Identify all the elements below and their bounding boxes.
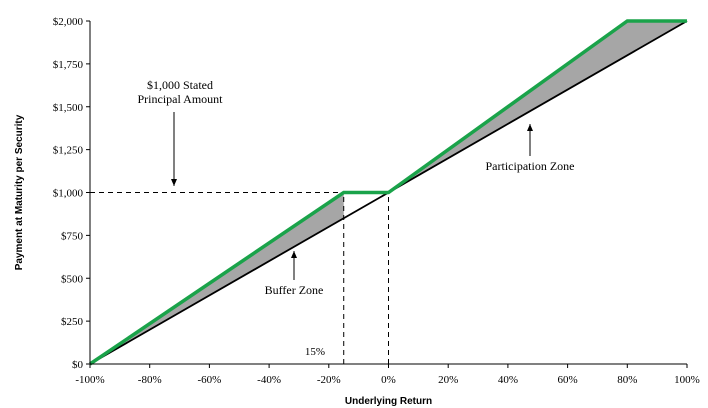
y-axis-title: Payment at Maturity per Security (14, 114, 25, 270)
x-tick-label: 40% (498, 374, 518, 386)
x-tick-label: -40% (257, 374, 281, 386)
payment-line (89, 19, 687, 366)
buffer-percent-label: 15% (305, 346, 325, 358)
stated-principal-arrow-head (171, 179, 177, 186)
x-tick-label: 100% (674, 374, 700, 386)
x-tick-label: -80% (138, 374, 162, 386)
plot-area: $0 $250 $500 $750 $1,000 $1,250 $1,500 $1,750 $2… (14, 16, 700, 407)
buffer-zone-arrow-head (291, 251, 297, 258)
stated-principal-label-line2: Principal Amount (138, 92, 224, 106)
y-tick-label: $0 (72, 359, 84, 371)
y-tick-label: $1,500 (53, 102, 84, 114)
y-tick-label: $250 (61, 316, 84, 328)
x-axis-title: Underlying Return (345, 396, 432, 407)
x-tick-label: 60% (558, 374, 578, 386)
y-tick-label: $1,000 (53, 188, 84, 200)
x-tick-label: 20% (438, 374, 458, 386)
x-tick-label: 0% (381, 374, 396, 386)
y-tick-label: $2,000 (53, 16, 84, 28)
x-tick-label: 80% (617, 374, 637, 386)
x-tick-label: -20% (317, 374, 341, 386)
y-tick-label: $750 (61, 230, 84, 242)
buffer-zone-label: Buffer Zone (265, 283, 324, 297)
participation-zone-label: Participation Zone (486, 159, 575, 173)
y-tick-label: $1,250 (53, 145, 84, 157)
x-tick-label: -100% (75, 374, 104, 386)
y-tick-label: $500 (61, 273, 84, 285)
x-tick-label: -60% (197, 374, 221, 386)
stated-principal-label-line1: $1,000 Stated (147, 78, 213, 92)
y-tick-label: $1,750 (53, 59, 84, 71)
participation-zone-arrow-head (527, 124, 533, 131)
